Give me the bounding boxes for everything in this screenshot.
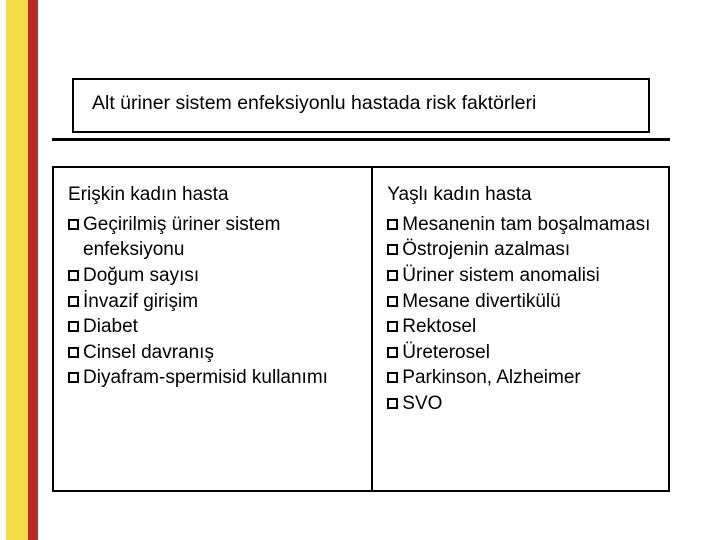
item-text: Geçirilmiş üriner sistem enfeksiyonu xyxy=(83,212,361,263)
item-text: Diyafram-spermisid kullanımı xyxy=(83,365,328,391)
list-item: Üriner sistem anomalisi xyxy=(387,263,658,289)
square-bullet-icon xyxy=(387,219,398,230)
list-item: Geçirilmiş üriner sistem enfeksiyonu xyxy=(68,212,361,263)
list-item: SVO xyxy=(387,391,658,417)
item-text: Doğum sayısı xyxy=(83,263,199,289)
left-heading: Erişkin kadın hasta xyxy=(68,182,361,208)
decor-stripe-yellow xyxy=(6,0,28,540)
list-item: Mesanenin tam boşalmaması xyxy=(387,212,658,238)
item-text: Üriner sistem anomalisi xyxy=(402,263,599,289)
title-underline xyxy=(52,138,670,141)
item-text: Diabet xyxy=(83,314,138,340)
square-bullet-icon xyxy=(68,372,79,383)
square-bullet-icon xyxy=(68,270,79,281)
square-bullet-icon xyxy=(387,270,398,281)
list-item: Doğum sayısı xyxy=(68,263,361,289)
list-item: Östrojenin azalması xyxy=(387,237,658,263)
column-left: Erişkin kadın hasta Geçirilmiş üriner si… xyxy=(54,168,373,490)
right-heading: Yaşlı kadın hasta xyxy=(387,182,658,208)
item-text: Üreterosel xyxy=(402,340,490,366)
list-item: Üreterosel xyxy=(387,340,658,366)
square-bullet-icon xyxy=(387,347,398,358)
content-box: Erişkin kadın hasta Geçirilmiş üriner si… xyxy=(52,166,670,492)
item-text: Östrojenin azalması xyxy=(402,237,570,263)
list-item: Cinsel davranış xyxy=(68,340,361,366)
item-text: Mesane divertikülü xyxy=(402,289,560,315)
square-bullet-icon xyxy=(387,321,398,332)
square-bullet-icon xyxy=(68,321,79,332)
decor-stripe-red xyxy=(28,0,38,540)
square-bullet-icon xyxy=(387,372,398,383)
title-box: Alt üriner sistem enfeksiyonlu hastada r… xyxy=(72,78,650,133)
item-text: İnvazif girişim xyxy=(83,289,198,315)
list-item: Mesane divertikülü xyxy=(387,289,658,315)
square-bullet-icon xyxy=(68,296,79,307)
square-bullet-icon xyxy=(68,219,79,230)
item-text: Parkinson, Alzheimer xyxy=(402,365,580,391)
list-item: Parkinson, Alzheimer xyxy=(387,365,658,391)
list-item: Rektosel xyxy=(387,314,658,340)
square-bullet-icon xyxy=(387,244,398,255)
list-item: İnvazif girişim xyxy=(68,289,361,315)
item-text: Cinsel davranış xyxy=(83,340,214,366)
item-text: SVO xyxy=(402,391,442,417)
square-bullet-icon xyxy=(68,347,79,358)
column-right: Yaşlı kadın hasta Mesanenin tam boşalmam… xyxy=(373,168,668,490)
list-item: Diyafram-spermisid kullanımı xyxy=(68,365,361,391)
list-item: Diabet xyxy=(68,314,361,340)
item-text: Mesanenin tam boşalmaması xyxy=(402,212,650,238)
square-bullet-icon xyxy=(387,398,398,409)
item-text: Rektosel xyxy=(402,314,476,340)
slide-title: Alt üriner sistem enfeksiyonlu hastada r… xyxy=(92,92,642,115)
square-bullet-icon xyxy=(387,296,398,307)
